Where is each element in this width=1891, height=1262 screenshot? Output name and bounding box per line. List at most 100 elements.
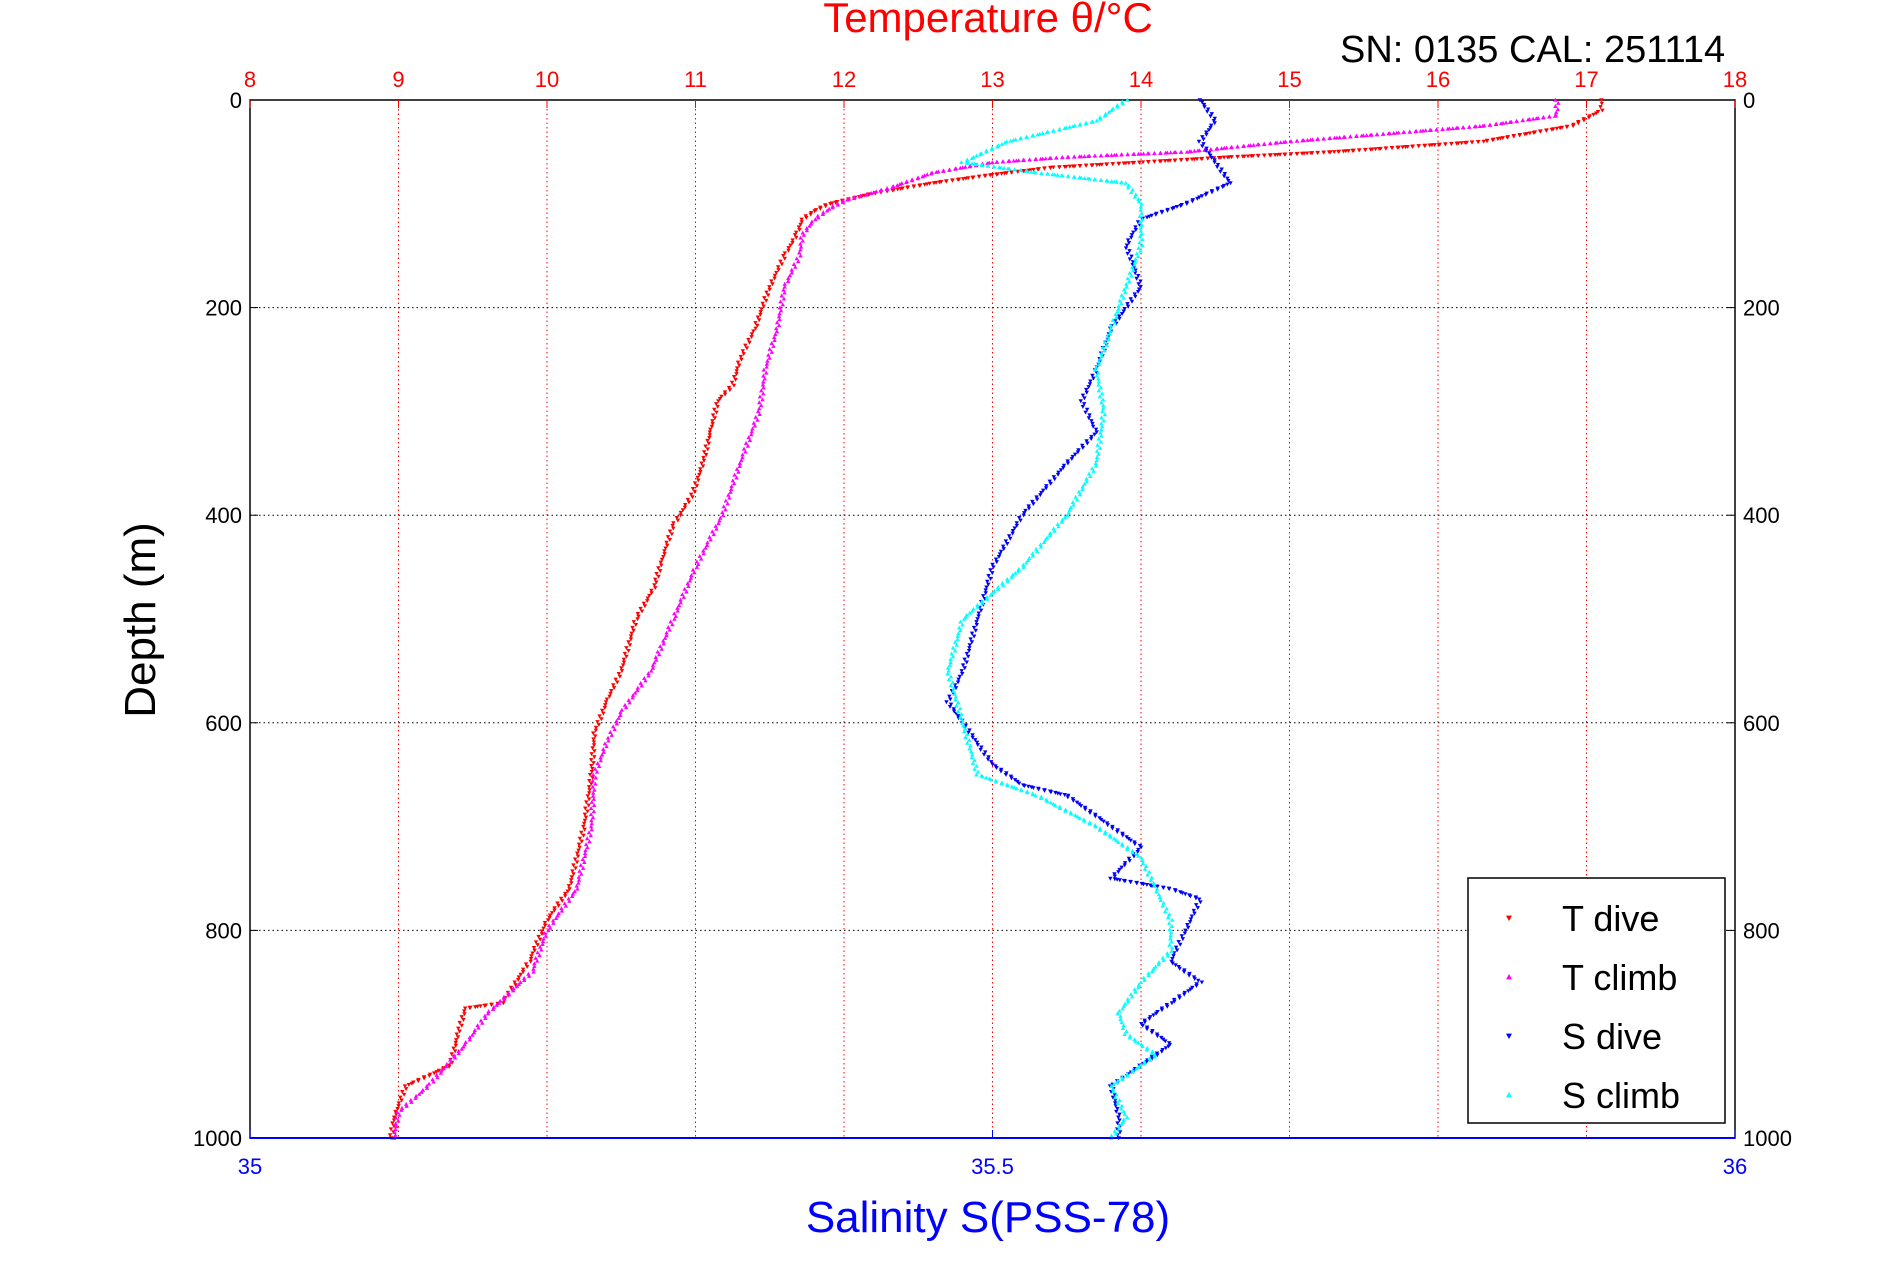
data-point [960,720,965,725]
legend-marker [1506,974,1512,980]
data-point [1200,144,1205,149]
data-point [609,688,614,693]
data-point [589,752,594,757]
data-point [586,785,592,790]
data-point [1144,882,1150,887]
data-point [535,958,540,963]
data-point [394,1109,400,1114]
data-point [1044,535,1050,540]
data-point [944,700,949,705]
data-point [895,183,900,188]
data-point [1146,973,1151,978]
data-point [685,581,690,586]
data-point [985,579,990,584]
data-point [745,443,751,448]
data-point [408,1097,414,1102]
data-point [1336,149,1341,154]
data-point [1115,839,1121,844]
data-point [393,1132,398,1137]
data-point [1154,886,1160,891]
data-point [1033,170,1038,175]
data-point [1159,1049,1165,1054]
data-point [1095,370,1101,375]
data-point [915,176,920,181]
data-point [728,489,733,494]
data-point [1124,281,1129,286]
data-point [931,181,937,186]
data-point [1341,135,1347,139]
data-point [599,752,605,757]
data-point [1282,152,1287,157]
data-point [1189,914,1195,919]
data-point [616,715,621,720]
data-point [1030,792,1036,797]
data-point [516,977,521,982]
data-point [1033,793,1038,798]
data-point [1084,387,1089,392]
data-point [1531,130,1536,135]
data-point [804,228,810,233]
data-point [1557,126,1563,131]
data-point [794,256,799,261]
data-point [1246,143,1251,148]
data-point [774,326,779,331]
data-point [630,693,636,698]
data-point [1048,800,1053,805]
data-point [1225,182,1230,187]
data-point [719,394,724,399]
data-point [971,634,977,639]
data-point [659,646,665,651]
data-point [542,921,548,925]
data-point [1020,158,1026,162]
data-point [959,669,964,674]
data-point [1165,208,1170,213]
x-axis-label: Salinity S(PSS-78) [806,1193,1170,1242]
data-point [665,535,671,540]
data-point [1116,1126,1122,1131]
data-point [1125,152,1130,157]
data-point [974,623,980,627]
data-point [1115,830,1120,834]
data-point [402,1084,408,1089]
data-point [826,206,832,211]
data-point [947,704,953,709]
data-point [1094,454,1100,459]
data-point [812,209,817,214]
data-point [1098,356,1103,361]
bottom-tick-label: 35.5 [971,1154,1014,1179]
data-point [1113,312,1118,317]
data-point [582,859,587,864]
data-point [1139,855,1144,860]
data-point [1116,1124,1122,1129]
data-point [586,797,592,802]
data-point [708,537,713,542]
data-point [1034,497,1040,502]
data-point [988,173,993,178]
data-point [1110,826,1115,831]
data-point [502,996,507,1001]
data-point [955,636,960,641]
data-point [699,556,704,561]
data-point [482,1013,488,1018]
data-point [1197,897,1202,902]
data-point [553,915,559,920]
data-point [1530,116,1536,121]
data-point [1117,314,1122,319]
data-point [444,1064,449,1069]
data-point [1072,452,1078,457]
top-tick-label: 12 [832,67,856,92]
data-point [618,710,623,715]
data-point [985,757,991,762]
left-tick-label: 400 [205,503,242,528]
data-point [737,463,742,468]
bottom-tick-label: 36 [1723,1154,1747,1179]
data-point [950,645,956,650]
data-point [779,293,784,298]
data-point [1132,259,1138,264]
data-point [1208,147,1214,152]
data-point [968,743,973,748]
data-point [974,763,979,768]
data-point [1209,190,1215,195]
data-point [955,709,961,714]
data-point [413,1095,418,1100]
